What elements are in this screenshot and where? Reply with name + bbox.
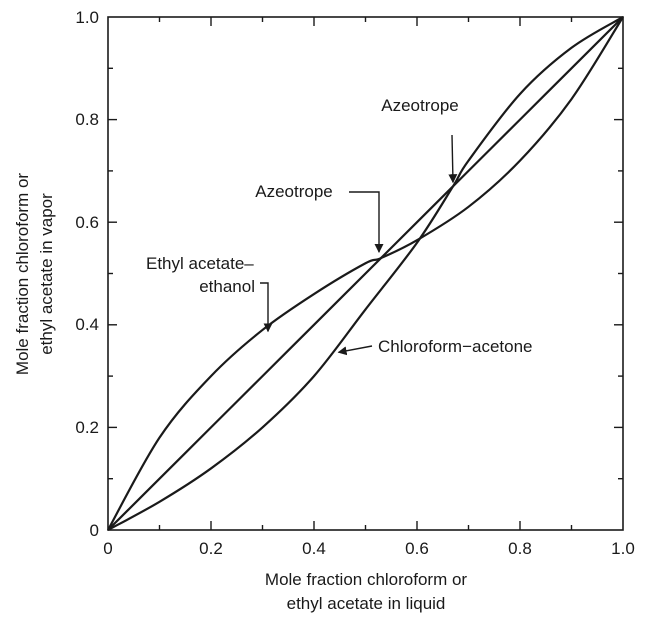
x-tick-label: 0.4 <box>302 539 326 558</box>
y-axis-label: ethyl acetate in vapor <box>37 193 56 355</box>
annotation-arrow-ethyl-acetate-ethanol <box>260 282 273 333</box>
annotation-label-ethyl-acetate-ethanol: Ethyl acetate– <box>146 254 254 273</box>
y-tick-label: 0.6 <box>75 213 99 232</box>
x-tick-label: 0.6 <box>405 539 429 558</box>
y-tick-label: 0.4 <box>75 315 99 334</box>
annotations <box>260 134 458 356</box>
annotation-arrow-azeotrope-upper <box>448 134 458 184</box>
x-axis-label: Mole fraction chloroform or <box>265 570 468 589</box>
y-tick-label: 1.0 <box>75 8 99 27</box>
annotation-label-azeotrope-lower: Azeotrope <box>255 182 333 201</box>
x-axis-label: ethyl acetate in liquid <box>287 594 446 613</box>
series-line-2 <box>107 16 624 531</box>
series-line-0 <box>107 16 624 531</box>
series-line-1 <box>107 16 624 531</box>
y-tick-label: 0.2 <box>75 418 99 437</box>
x-tick-label: 0.8 <box>508 539 532 558</box>
data-curves <box>107 16 624 531</box>
annotation-arrow-chloroform-acetone <box>337 345 373 356</box>
y-axis-label: Mole fraction chloroform or <box>13 173 32 376</box>
annotation-label-azeotrope-upper: Azeotrope <box>381 96 459 115</box>
y-tick-label: 0 <box>90 521 99 540</box>
axis-ticks <box>108 17 623 530</box>
annotation-arrow-azeotrope-lower <box>349 191 384 253</box>
annotation-label-chloroform-acetone: Chloroform−acetone <box>378 337 533 356</box>
annotation-label-ethyl-acetate-ethanol: ethanol <box>199 277 255 296</box>
x-tick-label: 0.2 <box>199 539 223 558</box>
y-tick-label: 0.8 <box>75 110 99 129</box>
x-tick-label: 0 <box>103 539 112 558</box>
x-tick-label: 1.0 <box>611 539 635 558</box>
